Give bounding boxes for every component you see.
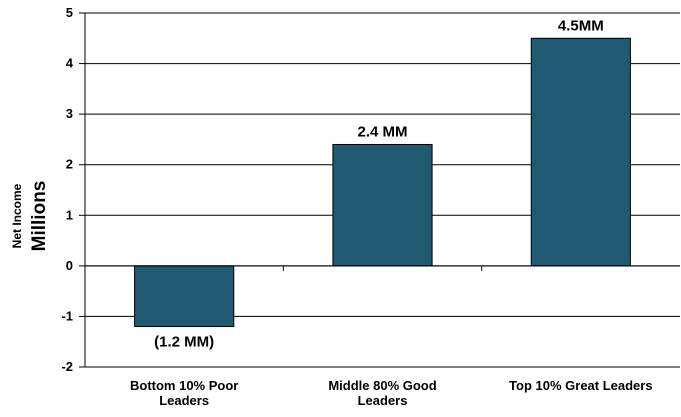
data-label: 2.4 MM (357, 123, 407, 140)
category-label: Middle 80% Good Leaders (328, 378, 436, 408)
y-tick-label: 4 (66, 56, 74, 71)
y-tick-label: 3 (66, 106, 73, 121)
data-label: (1.2 MM) (154, 334, 214, 351)
y-tick-labels: -2 -1 0 1 2 3 4 5 (61, 5, 73, 374)
y-tick-label: 1 (66, 207, 73, 222)
bar (134, 265, 235, 328)
y-tick-label: 5 (66, 5, 73, 20)
category-label-line: Middle 80% Good (328, 378, 436, 393)
bar (530, 37, 631, 267)
category-label: Top 10% Great Leaders (509, 378, 653, 393)
y-tick-label: 0 (66, 258, 73, 273)
data-label: 4.5MM (558, 17, 604, 34)
y-axis-label: Net Income (10, 183, 24, 248)
category-label: Bottom 10% Poor Leaders (130, 378, 238, 408)
bars (134, 37, 631, 328)
category-label-line: Top 10% Great Leaders (509, 378, 653, 393)
axes (79, 12, 680, 368)
category-label-line: Bottom 10% Poor (130, 378, 238, 393)
category-label-line: Leaders (159, 393, 209, 408)
bar (332, 143, 433, 267)
y-tick-label: 2 (66, 157, 73, 172)
category-label-line: Leaders (358, 393, 408, 408)
data-labels: (1.2 MM) 2.4 MM 4.5MM (154, 17, 604, 350)
y-axis-units-label: Millions (29, 181, 50, 252)
y-tick-label: -1 (61, 308, 73, 323)
y-tick-label: -2 (61, 359, 73, 374)
